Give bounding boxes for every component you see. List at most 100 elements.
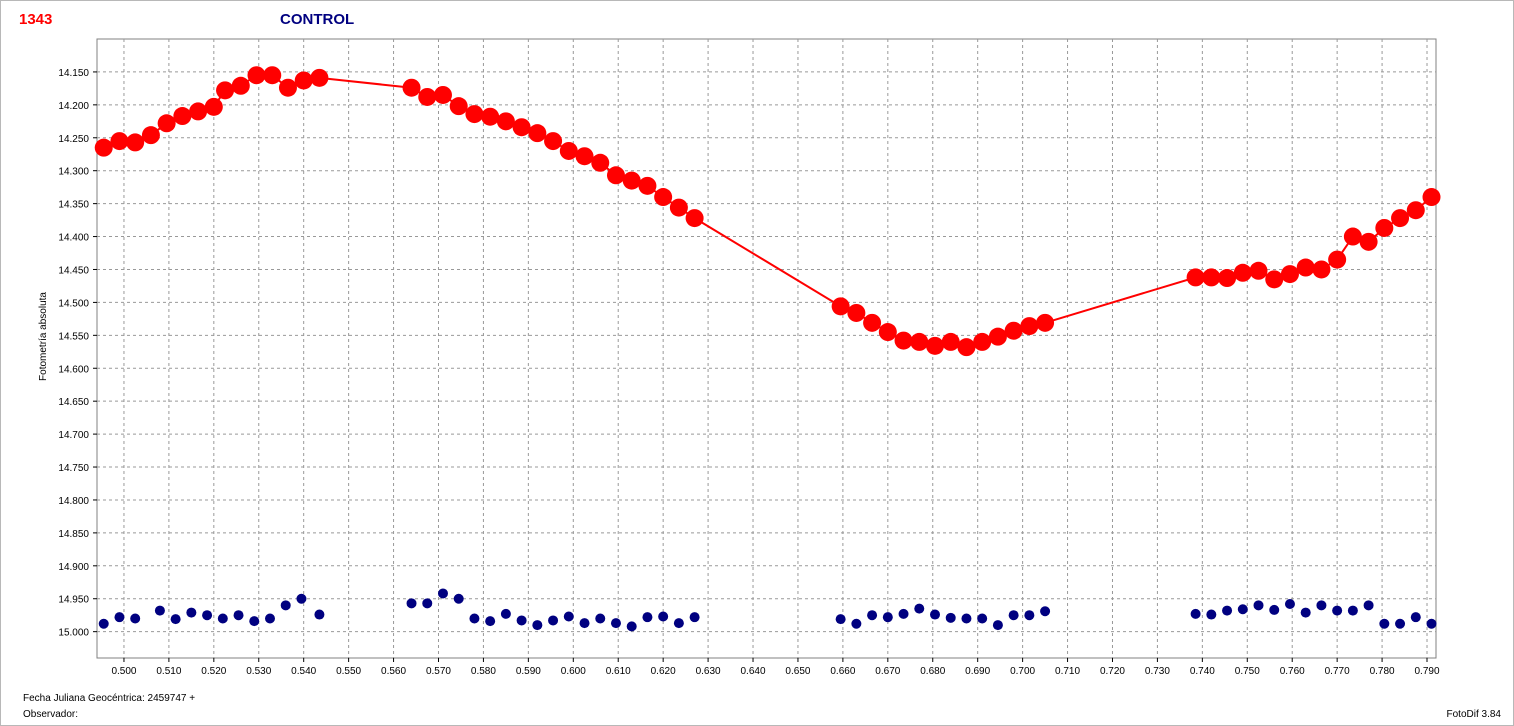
variable-star-point [1280,265,1299,284]
x-tick-label: 0.610 [606,666,631,677]
control-star-point [1332,605,1343,616]
control-star-point [1040,606,1051,617]
control-star-point [1410,612,1421,623]
y-tick-label: 14.650 [58,397,89,408]
x-tick-label: 0.620 [651,666,676,677]
control-star-point [202,610,213,621]
x-tick-label: 0.580 [471,666,496,677]
y-tick-label: 14.750 [58,463,89,474]
variable-star-point [189,102,208,121]
variable-star-point [1406,201,1425,220]
control-star-point [1269,604,1280,615]
control-star-point [658,611,669,622]
variable-star-point [481,107,500,126]
variable-star-point [638,176,657,195]
control-star-point [130,613,141,624]
variable-star-point [1265,270,1284,289]
control-star-point [98,618,109,629]
variable-star-point [216,81,235,100]
control-star-point [1379,618,1390,629]
control-star-point [563,611,574,622]
x-tick-label: 0.790 [1414,666,1439,677]
control-star-point [992,620,1003,631]
y-axis-label: Fotometría absoluta [38,292,49,381]
control-star-point [595,613,606,624]
control-star-point [1222,605,1233,616]
control-star-point [867,610,878,621]
y-tick-label: 14.400 [58,233,89,244]
x-tick-label: 0.700 [1010,666,1035,677]
control-star-point [898,608,909,619]
variable-star-point [925,336,944,355]
variable-star-point [418,87,437,106]
x-tick-label: 0.780 [1370,666,1395,677]
variable-star-point [294,71,313,90]
variable-star-point [847,303,866,322]
y-tick-label: 14.700 [58,430,89,441]
x-tick-label: 0.500 [111,666,136,677]
x-tick-label: 0.710 [1055,666,1080,677]
control-star-point [154,605,165,616]
variable-star-point [1218,269,1237,288]
variable-star-point [263,66,282,85]
x-tick-label: 0.570 [426,666,451,677]
julian-date-label: Fecha Juliana Geocéntrica: 2459747 + [23,693,196,704]
x-tick-label: 0.770 [1325,666,1350,677]
light-curve-chart: 0.500 0.510 0.520 0.530 0.540 0.550 0.560 0.570… [38,38,1441,677]
x-tick-label: 0.680 [920,666,945,677]
control-star-point [642,612,653,623]
control-star-point [882,612,893,623]
y-tick-label: 14.900 [58,562,89,573]
x-tick-label: 0.560 [381,666,406,677]
variable-star-point [973,332,992,351]
variable-star-point [1186,268,1205,287]
variable-star-point [559,141,578,160]
y-tick-label: 14.450 [58,265,89,276]
control-star-point [296,593,307,604]
variable-star-point [157,114,176,133]
variable-star-point [94,138,113,157]
control-star-point [1300,607,1311,618]
control-label: CONTROL [280,11,355,28]
control-star-point [1316,600,1327,611]
control-star-point [1395,618,1406,629]
variable-star-point [591,153,610,172]
variable-star-point [204,97,223,116]
y-tick-label: 14.850 [58,529,89,540]
y-tick-label: 14.500 [58,298,89,309]
variable-star-point [173,107,192,126]
control-star-point [532,620,543,631]
control-star-point [1347,605,1358,616]
control-star-point [217,613,228,624]
variable-star-point [1233,263,1252,282]
x-tick-label: 0.690 [965,666,990,677]
variable-star-point [654,188,673,207]
control-star-point [579,618,590,629]
control-star-point [914,603,925,614]
x-tick-label: 0.530 [246,666,271,677]
control-star-point [406,598,417,609]
x-tick-label: 0.740 [1190,666,1215,677]
variable-star-point [126,133,145,152]
y-tick-label: 14.800 [58,496,89,507]
variable-star-point [465,105,484,124]
x-tick-label: 0.670 [875,666,900,677]
variable-star-point [910,332,929,351]
variable-star-point [496,112,515,131]
control-star-point [673,618,684,629]
variable-star-point [606,166,625,185]
control-star-point [610,618,621,629]
x-tick-label: 0.660 [830,666,855,677]
control-star-point [114,612,125,623]
control-star-point [1206,609,1217,620]
y-tick-label: 15.000 [58,628,89,639]
x-tick-label: 0.630 [696,666,721,677]
control-star-point [264,613,275,624]
control-star-point [186,607,197,618]
variable-star-point [1422,188,1441,207]
control-star-point [1008,610,1019,621]
x-tick-label: 0.550 [336,666,361,677]
x-tick-label: 0.600 [561,666,586,677]
control-star-point [453,593,464,604]
